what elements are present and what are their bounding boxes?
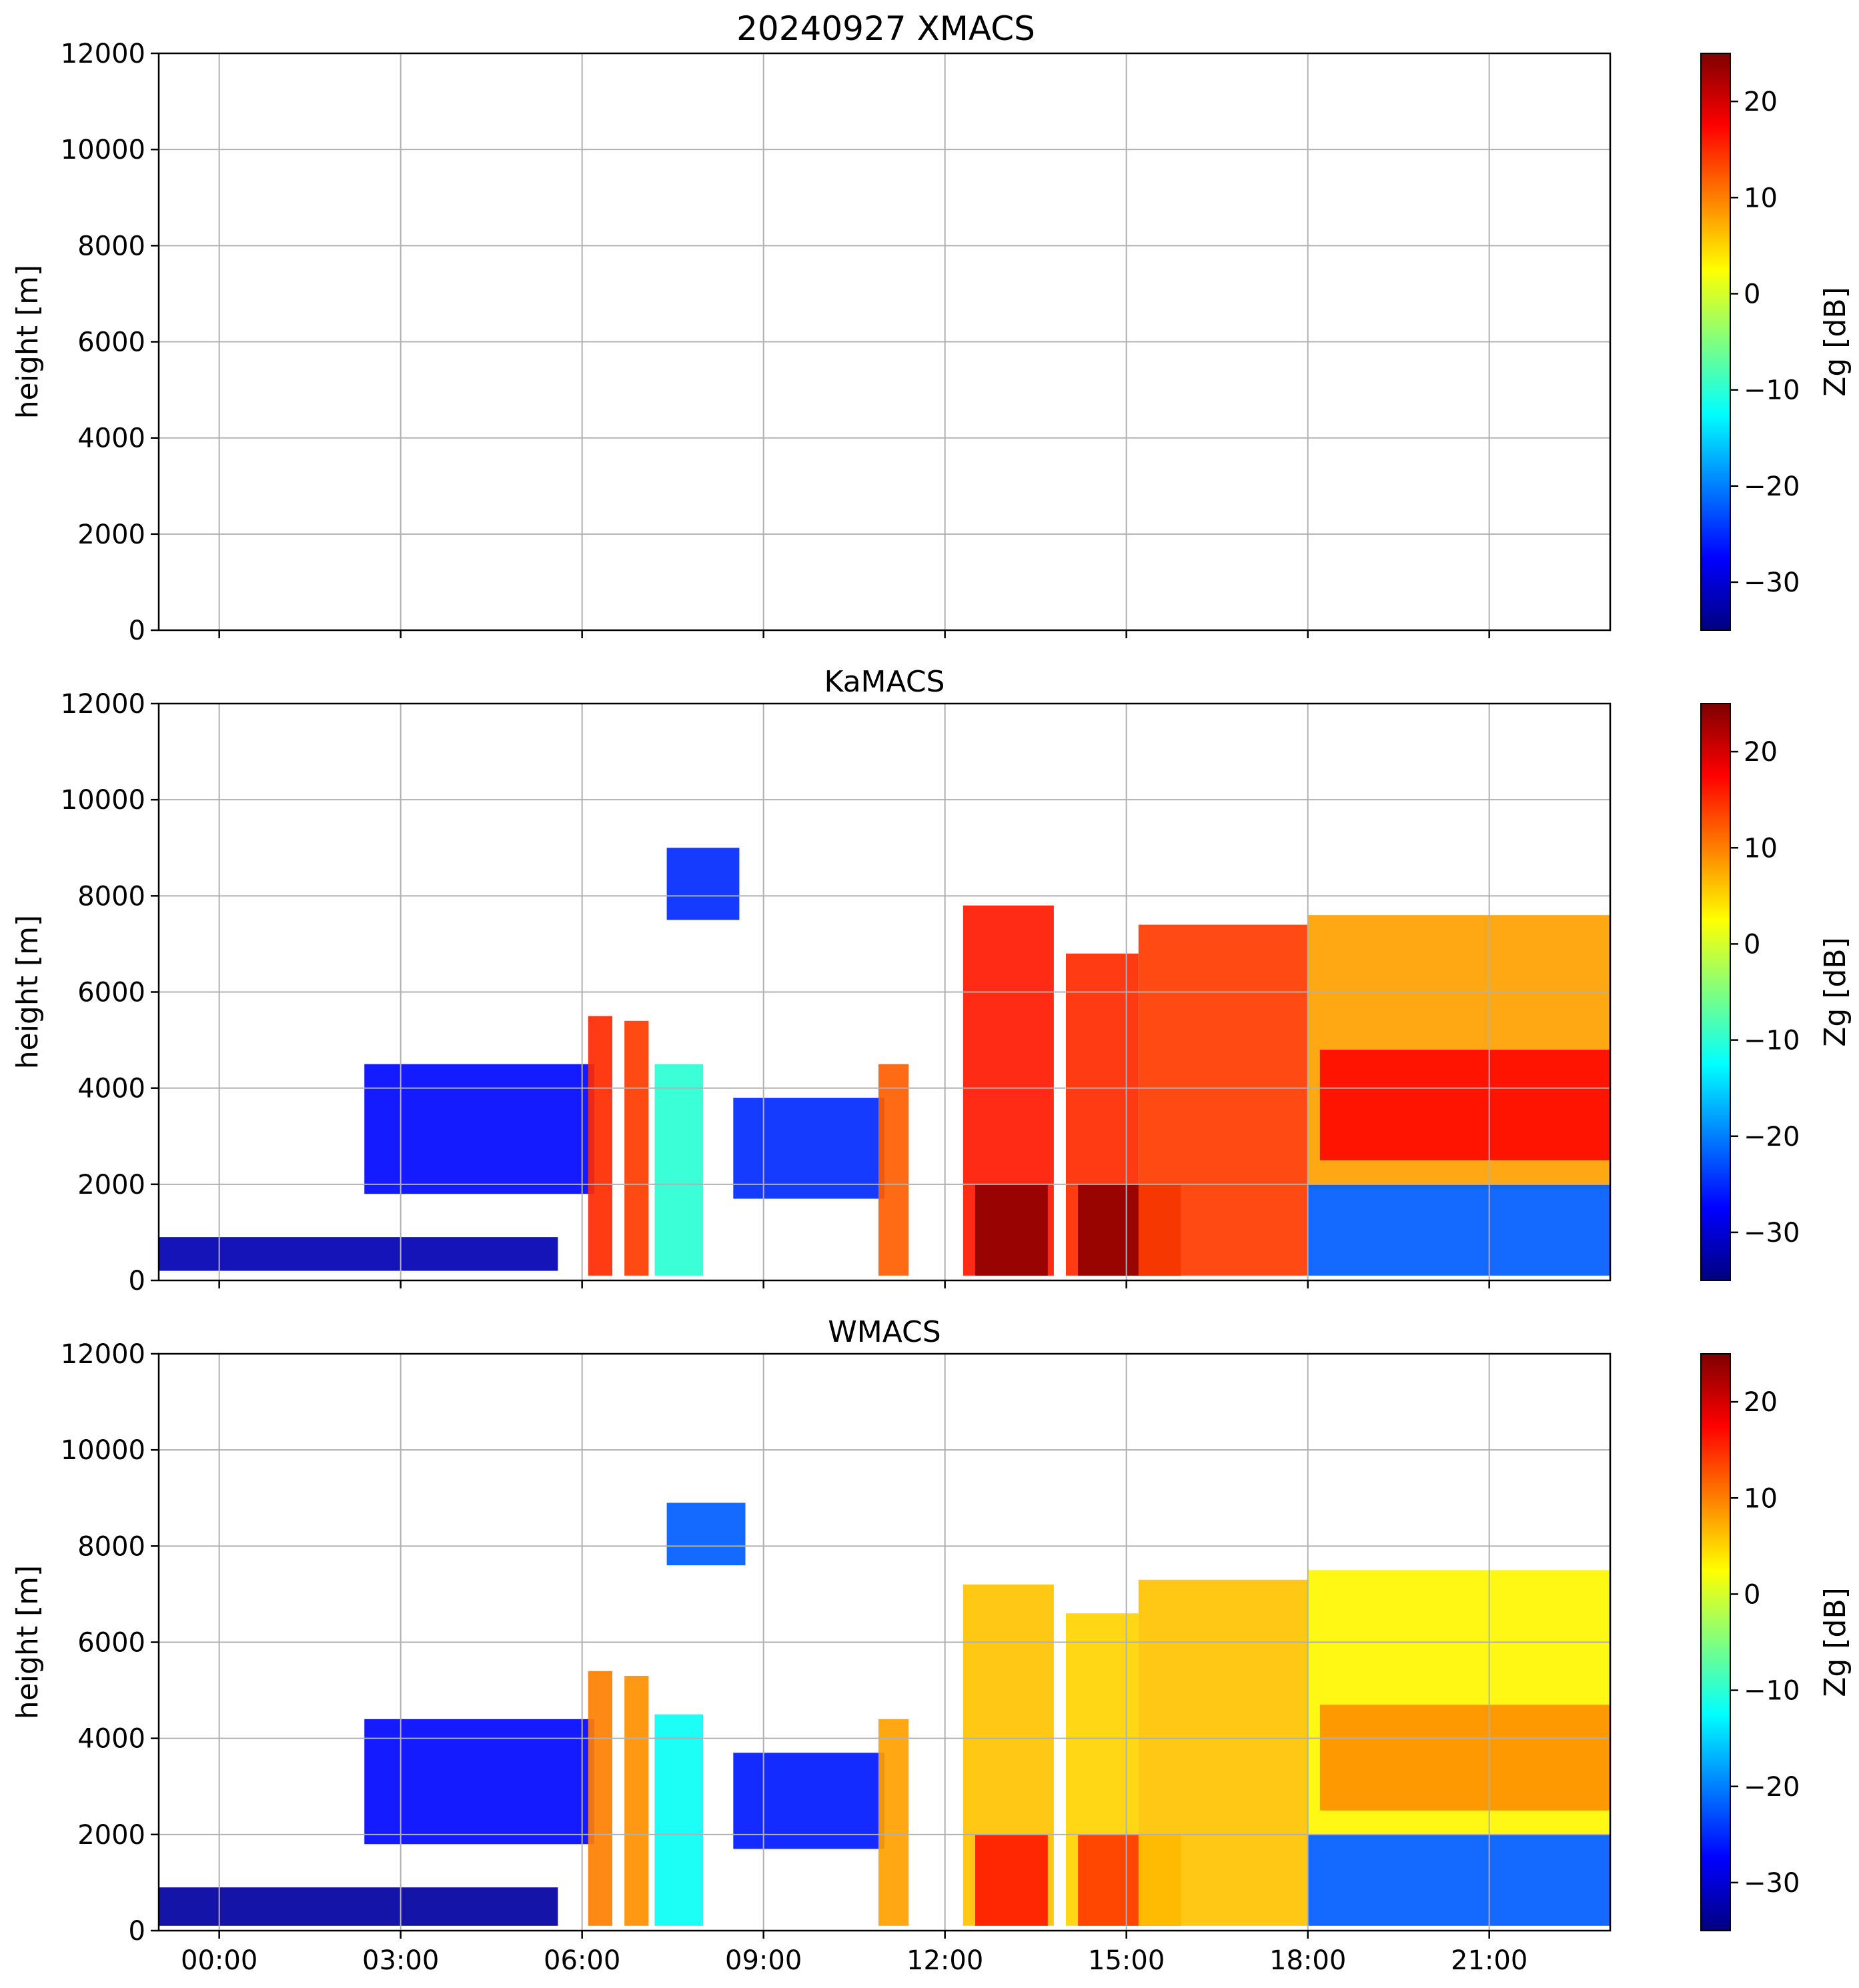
colorbar-tick-label: −10 — [1744, 375, 1800, 406]
y-tick-label: 8000 — [77, 231, 145, 261]
colorbar-tick-label: −10 — [1744, 1676, 1800, 1707]
data-region — [159, 1237, 558, 1271]
x-tick-label: 18:00 — [1269, 1945, 1346, 1976]
y-tick-label: 0 — [129, 616, 145, 646]
panel-title: WMACS — [828, 1315, 941, 1349]
x-tick-label: 15:00 — [1088, 1945, 1165, 1976]
y-tick-label: 6000 — [77, 1628, 145, 1659]
y-tick-label: 4000 — [77, 1074, 145, 1104]
colorbar-tick-label: −20 — [1744, 1122, 1800, 1152]
colorbar-tick-label: 0 — [1744, 929, 1760, 960]
colorbar-tick-label: −30 — [1744, 1868, 1800, 1899]
data-region — [878, 1719, 909, 1926]
data-region — [159, 1887, 558, 1926]
data-region — [666, 1503, 746, 1566]
colorbar-label: Zg [dB] — [1818, 1587, 1852, 1697]
colorbar-tick-label: −30 — [1744, 568, 1800, 598]
data-region — [1307, 1834, 1610, 1926]
y-tick-label: 0 — [129, 1266, 145, 1296]
colorbar-tick-label: 10 — [1744, 833, 1778, 864]
colorbar-tick-label: −20 — [1744, 471, 1800, 502]
colorbar — [1700, 1353, 1731, 1931]
y-tick-label: 12000 — [61, 1339, 145, 1370]
data-region — [624, 1020, 649, 1276]
data-region — [733, 1098, 884, 1199]
data-region — [654, 1714, 703, 1926]
grid-lines — [159, 53, 1610, 631]
colorbar-tick-label: −20 — [1744, 1772, 1800, 1803]
data-region — [878, 1064, 909, 1276]
y-tick-label: 4000 — [77, 1724, 145, 1755]
y-tick-label: 2000 — [77, 1170, 145, 1200]
y-tick-label: 6000 — [77, 327, 145, 358]
y-tick-label: 10000 — [61, 785, 145, 816]
data-region — [654, 1064, 703, 1276]
data-region — [1138, 1579, 1308, 1926]
y-tick-label: 2000 — [77, 520, 145, 550]
colorbar-tick-label: 10 — [1744, 1483, 1778, 1514]
y-tick-label: 0 — [129, 1916, 145, 1947]
x-tick-label: 06:00 — [544, 1945, 620, 1976]
y-axis-label: height [m] — [11, 915, 45, 1069]
data-region — [364, 1064, 594, 1194]
x-tick-label: 00:00 — [181, 1945, 257, 1976]
y-tick-label: 10000 — [61, 1435, 145, 1466]
data-region — [588, 1016, 612, 1276]
x-tick-label: 21:00 — [1451, 1945, 1527, 1976]
panel-title: KaMACS — [824, 665, 945, 699]
x-tick-label: 12:00 — [906, 1945, 983, 1976]
y-tick-label: 6000 — [77, 978, 145, 1008]
y-tick-label: 8000 — [77, 881, 145, 912]
data-region — [1307, 1184, 1610, 1276]
data-regions — [159, 1503, 1610, 1926]
y-tick-label: 8000 — [77, 1531, 145, 1562]
data-region — [588, 1671, 612, 1926]
colorbar-tick-label: 20 — [1744, 87, 1778, 117]
data-region — [975, 1834, 1048, 1926]
colorbar-tick-label: 10 — [1744, 183, 1778, 213]
y-axis-label: height [m] — [11, 265, 45, 419]
data-region — [364, 1719, 594, 1845]
x-tick-label: 03:00 — [362, 1945, 439, 1976]
colorbar — [1700, 703, 1731, 1281]
y-tick-label: 12000 — [61, 39, 145, 69]
colorbar-label: Zg [dB] — [1818, 287, 1852, 397]
data-region — [975, 1184, 1048, 1276]
panel-1: KaMACS 0 2000 4000 6000 8000 10000 12000 height … — [11, 665, 1852, 1296]
panel-2: WMACS 0 2000 4000 6000 8000 10000 12000 height [… — [11, 1315, 1852, 1976]
panel-0: 0 2000 4000 6000 8000 10000 12000 height [m] −30… — [11, 39, 1852, 646]
data-region — [666, 848, 740, 920]
data-regions — [159, 848, 1610, 1276]
y-axis-label: height [m] — [11, 1565, 45, 1719]
colorbar-tick-label: 0 — [1744, 1579, 1760, 1610]
colorbar-tick-label: 20 — [1744, 1387, 1778, 1418]
colorbar-label: Zg [dB] — [1818, 937, 1852, 1047]
y-tick-label: 12000 — [61, 689, 145, 720]
y-tick-label: 4000 — [77, 423, 145, 454]
colorbar-tick-label: 0 — [1744, 279, 1760, 309]
figure-title: 20240927 XMACS — [736, 9, 1035, 48]
colorbar-tick-label: −10 — [1744, 1026, 1800, 1056]
x-tick-label: 09:00 — [725, 1945, 802, 1976]
data-region — [733, 1753, 884, 1849]
data-region — [624, 1675, 649, 1926]
y-tick-label: 10000 — [61, 135, 145, 165]
data-region — [1319, 1050, 1610, 1160]
y-tick-label: 2000 — [77, 1820, 145, 1851]
data-region — [1138, 924, 1308, 1276]
colorbar-tick-label: 20 — [1744, 737, 1778, 768]
colorbar-tick-label: −30 — [1744, 1218, 1800, 1248]
colorbar — [1700, 53, 1731, 631]
data-region — [1319, 1705, 1610, 1811]
